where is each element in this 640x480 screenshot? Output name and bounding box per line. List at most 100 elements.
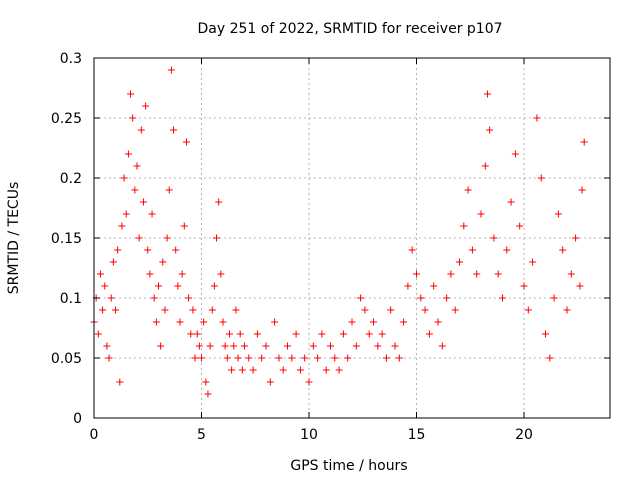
data-point [144, 246, 152, 254]
data-point [180, 222, 188, 230]
data-point [563, 306, 571, 314]
data-point [271, 318, 279, 326]
data-point [223, 354, 231, 362]
data-point [114, 246, 122, 254]
data-point [105, 354, 113, 362]
data-point [213, 234, 221, 242]
data-point [195, 342, 203, 350]
data-point [425, 330, 433, 338]
data-point [421, 306, 429, 314]
data-point [204, 390, 212, 398]
data-point [468, 246, 476, 254]
data-point [443, 294, 451, 302]
data-point [129, 114, 137, 122]
data-point [550, 294, 558, 302]
data-point [404, 282, 412, 290]
data-point [245, 354, 253, 362]
data-point [137, 126, 145, 134]
data-point [122, 210, 130, 218]
data-point [159, 258, 167, 266]
x-tick-label: 20 [515, 427, 533, 443]
data-point [202, 378, 210, 386]
data-point [580, 138, 588, 146]
data-point [232, 306, 240, 314]
data-point [124, 150, 132, 158]
data-point [339, 330, 347, 338]
data-point [529, 258, 537, 266]
data-point [357, 294, 365, 302]
data-point [236, 330, 244, 338]
data-point [503, 246, 511, 254]
data-point [198, 354, 205, 362]
y-tick-label: 0.3 [60, 51, 82, 67]
data-point [258, 354, 266, 362]
data-point [322, 366, 330, 374]
data-point [477, 210, 485, 218]
data-point [511, 150, 519, 158]
data-point [191, 354, 199, 362]
data-point [174, 282, 182, 290]
data-point [481, 162, 489, 170]
data-point [434, 318, 442, 326]
y-tick-label: 0.25 [51, 111, 82, 127]
x-tick-label: 0 [90, 427, 99, 443]
data-point [361, 306, 369, 314]
data-point [447, 270, 455, 278]
data-point [546, 354, 554, 362]
data-point [118, 222, 126, 230]
data-point [464, 186, 472, 194]
data-point [101, 282, 109, 290]
data-point [165, 186, 173, 194]
data-point [127, 90, 135, 98]
data-point [208, 306, 216, 314]
data-point [219, 318, 227, 326]
data-point [314, 354, 322, 362]
data-point [335, 366, 343, 374]
data-point [107, 294, 115, 302]
data-point [131, 186, 139, 194]
data-point [284, 342, 291, 350]
data-point [99, 306, 107, 314]
data-point [200, 318, 208, 326]
data-point [120, 174, 128, 182]
data-point [253, 330, 261, 338]
data-point [567, 270, 575, 278]
data-point [348, 318, 356, 326]
data-point [187, 330, 195, 338]
data-point [96, 270, 104, 278]
data-point [309, 342, 317, 350]
data-point [238, 366, 246, 374]
data-point [537, 174, 545, 182]
data-point [520, 282, 528, 290]
data-point [473, 270, 481, 278]
data-point [559, 246, 567, 254]
x-axis-label: GPS time / hours [290, 458, 407, 474]
ticks: 0 5 10 15 20 0 0.05 0.1 0.15 0.2 0.25 0.3 [51, 51, 610, 443]
data-point [387, 306, 395, 314]
data-point [275, 354, 283, 362]
data-point [352, 342, 360, 350]
data-point [185, 294, 193, 302]
data-point [148, 210, 156, 218]
data-point [161, 306, 169, 314]
data-point [576, 282, 584, 290]
data-point [206, 342, 214, 350]
data-point [400, 318, 408, 326]
data-point [112, 306, 119, 314]
data-point [178, 270, 186, 278]
data-point [228, 366, 236, 374]
data-point [301, 354, 309, 362]
data-point [391, 342, 399, 350]
data-point [163, 234, 171, 242]
data-point [318, 330, 326, 338]
data-point [155, 282, 162, 290]
data-point [249, 366, 257, 374]
data-point [135, 234, 143, 242]
data-point [413, 270, 420, 278]
data-point [395, 354, 403, 362]
data-point [221, 342, 229, 350]
data-point [292, 330, 300, 338]
data-point [305, 378, 313, 386]
data-point [288, 354, 296, 362]
data-point [542, 330, 549, 338]
